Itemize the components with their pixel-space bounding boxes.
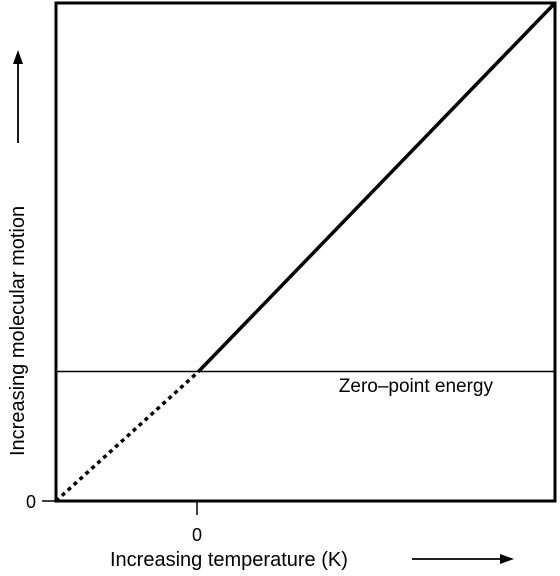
- x-axis-arrowhead: [500, 554, 514, 564]
- series-solid-line: [197, 1, 557, 373]
- plot-frame: [54, 1, 557, 503]
- y-axis-arrowhead: [13, 50, 23, 64]
- x-axis-label: Increasing temperature (K): [110, 549, 348, 571]
- y-tick-label-0: 0: [26, 492, 36, 512]
- series-dashed-extrapolation: [54, 370, 200, 503]
- y-axis-label: Increasing molecular motion: [7, 206, 29, 456]
- zero-point-energy-label: Zero–point energy: [339, 376, 494, 397]
- x-tick-label-0: 0: [192, 525, 202, 545]
